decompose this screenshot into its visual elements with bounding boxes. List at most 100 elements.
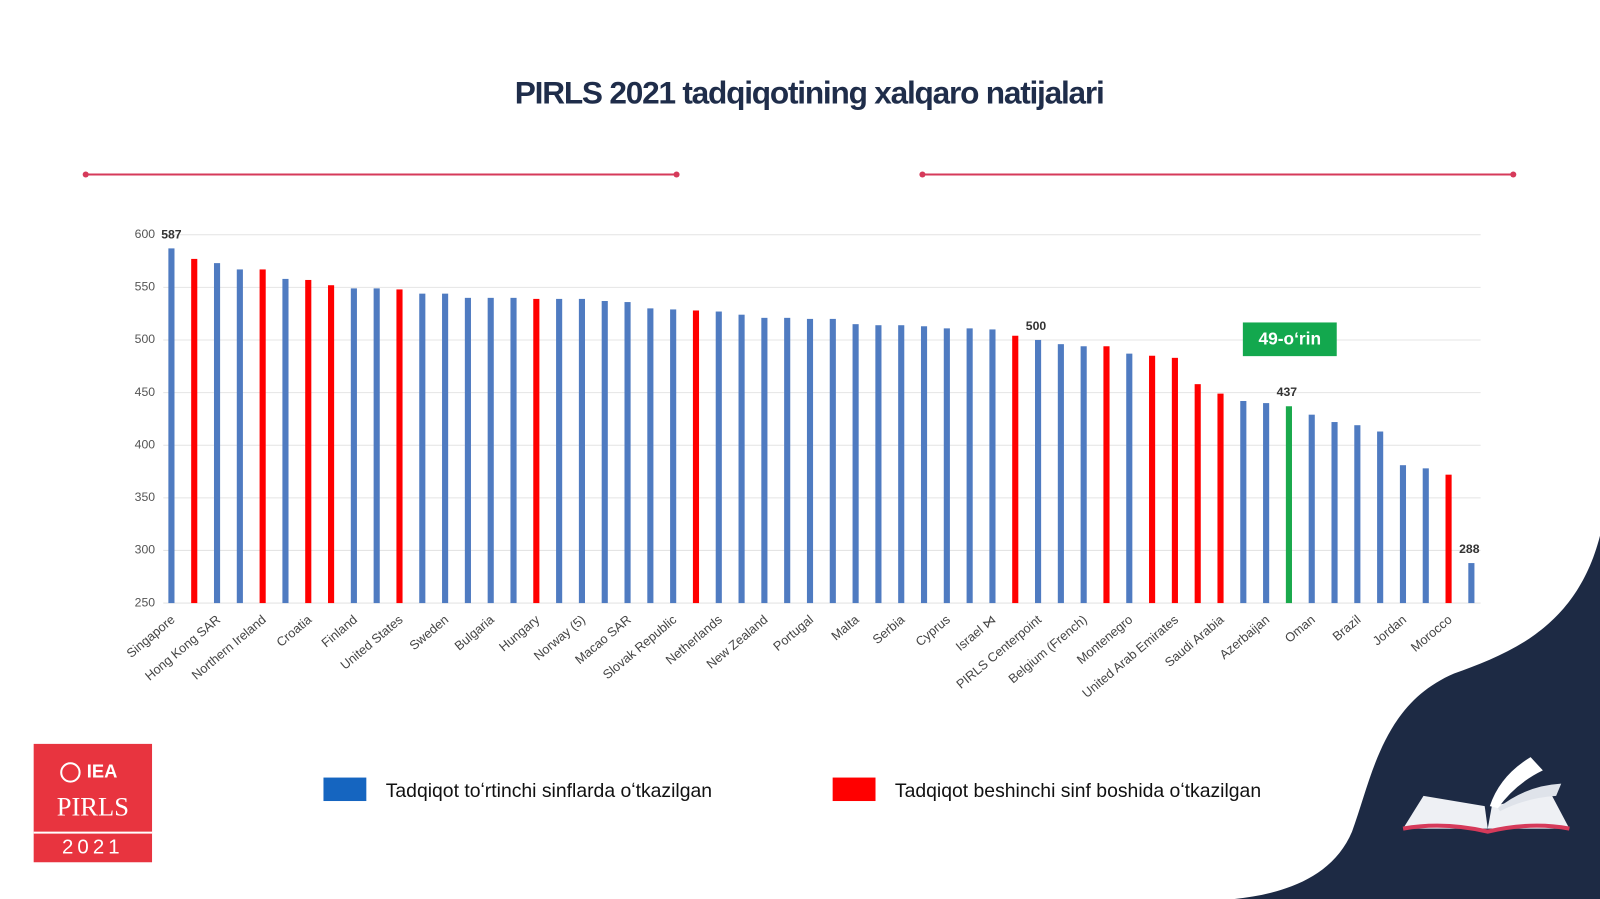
logo-year: 2021 (62, 836, 124, 858)
y-tick-label: 450 (135, 385, 156, 399)
bar (236, 269, 243, 604)
logo-globe (60, 762, 81, 783)
logo: IEA PIRLS 2021 (33, 743, 153, 863)
bar (1263, 403, 1270, 604)
bar (1377, 431, 1384, 604)
bar (1080, 346, 1087, 604)
y-tick-label: 600 (135, 227, 156, 241)
bar (1468, 563, 1475, 604)
x-tick-label: Jordan (1370, 612, 1410, 649)
bar (692, 310, 700, 604)
bar (829, 318, 836, 604)
bar (464, 297, 471, 604)
divider-dot (1510, 171, 1517, 178)
legend-label: Tadqiqot beshinchi sinf boshida oʻtkazil… (895, 780, 1261, 802)
value-label: 437 (1277, 385, 1298, 399)
value-label: 288 (1459, 542, 1480, 556)
bar (487, 297, 494, 604)
value-label: 500 (1026, 319, 1047, 333)
x-tick-label: Portugal (770, 612, 816, 654)
legend-label: Tadqiqot toʻrtinchi sinflarda oʻtkazilga… (386, 780, 712, 802)
x-tick-label: Malta (828, 611, 862, 643)
bar (1331, 422, 1338, 604)
bar (875, 325, 882, 604)
x-tick-label: Morocco (1408, 612, 1455, 655)
bar (373, 288, 380, 604)
bar (259, 269, 266, 604)
x-tick-label: Belgium (French) (1005, 612, 1090, 686)
bar (282, 278, 289, 604)
bar (738, 314, 745, 604)
logo-org: IEA (87, 760, 118, 781)
bar (966, 328, 973, 604)
bar (1285, 406, 1292, 604)
bar (213, 263, 221, 604)
bar (1217, 393, 1224, 604)
bar (168, 248, 175, 604)
y-tick-label: 550 (135, 280, 156, 294)
y-tick-label: 400 (135, 437, 156, 451)
bar (806, 318, 814, 604)
logo-name: PIRLS (57, 791, 129, 821)
divider-dot (919, 171, 926, 178)
bar (784, 317, 791, 604)
bar (1171, 357, 1178, 604)
bar (1240, 400, 1247, 604)
bar (898, 325, 905, 604)
bar (578, 298, 585, 604)
x-tick-label: Cyprus (912, 612, 953, 649)
bar (419, 293, 426, 604)
bar (328, 285, 335, 604)
y-tick-label: 250 (135, 595, 156, 609)
y-tick-label: 300 (135, 543, 156, 557)
x-tick-label: Croatia (273, 611, 315, 649)
logo-bg (33, 743, 153, 863)
annotation: 49-oʻrin (1258, 328, 1321, 348)
bar (1422, 468, 1429, 604)
bar (396, 289, 403, 604)
bar (305, 279, 312, 604)
bar (920, 326, 928, 604)
bar (989, 329, 996, 604)
bar (1035, 339, 1042, 604)
bar (624, 302, 631, 604)
x-tick-label: Oman (1282, 612, 1318, 646)
x-tick-label: PIRLS Centerpoint (953, 611, 1044, 691)
bar (1399, 465, 1407, 604)
bar (1149, 355, 1156, 604)
bar (510, 297, 517, 604)
x-tick-label: Sweden (406, 612, 451, 653)
bar (1126, 353, 1133, 604)
bar (442, 293, 449, 604)
x-tick-label: Brazil (1329, 612, 1363, 644)
bar (533, 298, 540, 604)
bar (715, 311, 722, 604)
bar (670, 309, 677, 604)
x-tick-label: Serbia (869, 611, 908, 647)
bar (1194, 384, 1201, 604)
y-tick-label: 350 (135, 490, 156, 504)
x-tick-label: Azerbaijan (1216, 612, 1272, 662)
bar (191, 258, 198, 604)
bar (852, 324, 859, 604)
bar (601, 301, 608, 604)
bar (1308, 414, 1315, 604)
bar (1445, 474, 1452, 604)
x-tick-label: Bulgaria (451, 611, 497, 653)
annotation-box (1242, 322, 1337, 357)
legend-swatch (323, 777, 367, 802)
divider-dot (673, 171, 680, 178)
legend-swatch (832, 777, 876, 802)
chart-title: PIRLS 2021 tadqiqotining xalqaro natijal… (515, 74, 1104, 110)
value-label: 587 (161, 227, 182, 241)
bar (350, 288, 357, 604)
x-tick-label: Finland (318, 612, 360, 650)
y-tick-label: 500 (135, 332, 156, 346)
bar (761, 317, 768, 604)
bar (1354, 425, 1361, 604)
bar (1057, 344, 1064, 604)
bar (647, 308, 654, 604)
bar (556, 298, 563, 604)
